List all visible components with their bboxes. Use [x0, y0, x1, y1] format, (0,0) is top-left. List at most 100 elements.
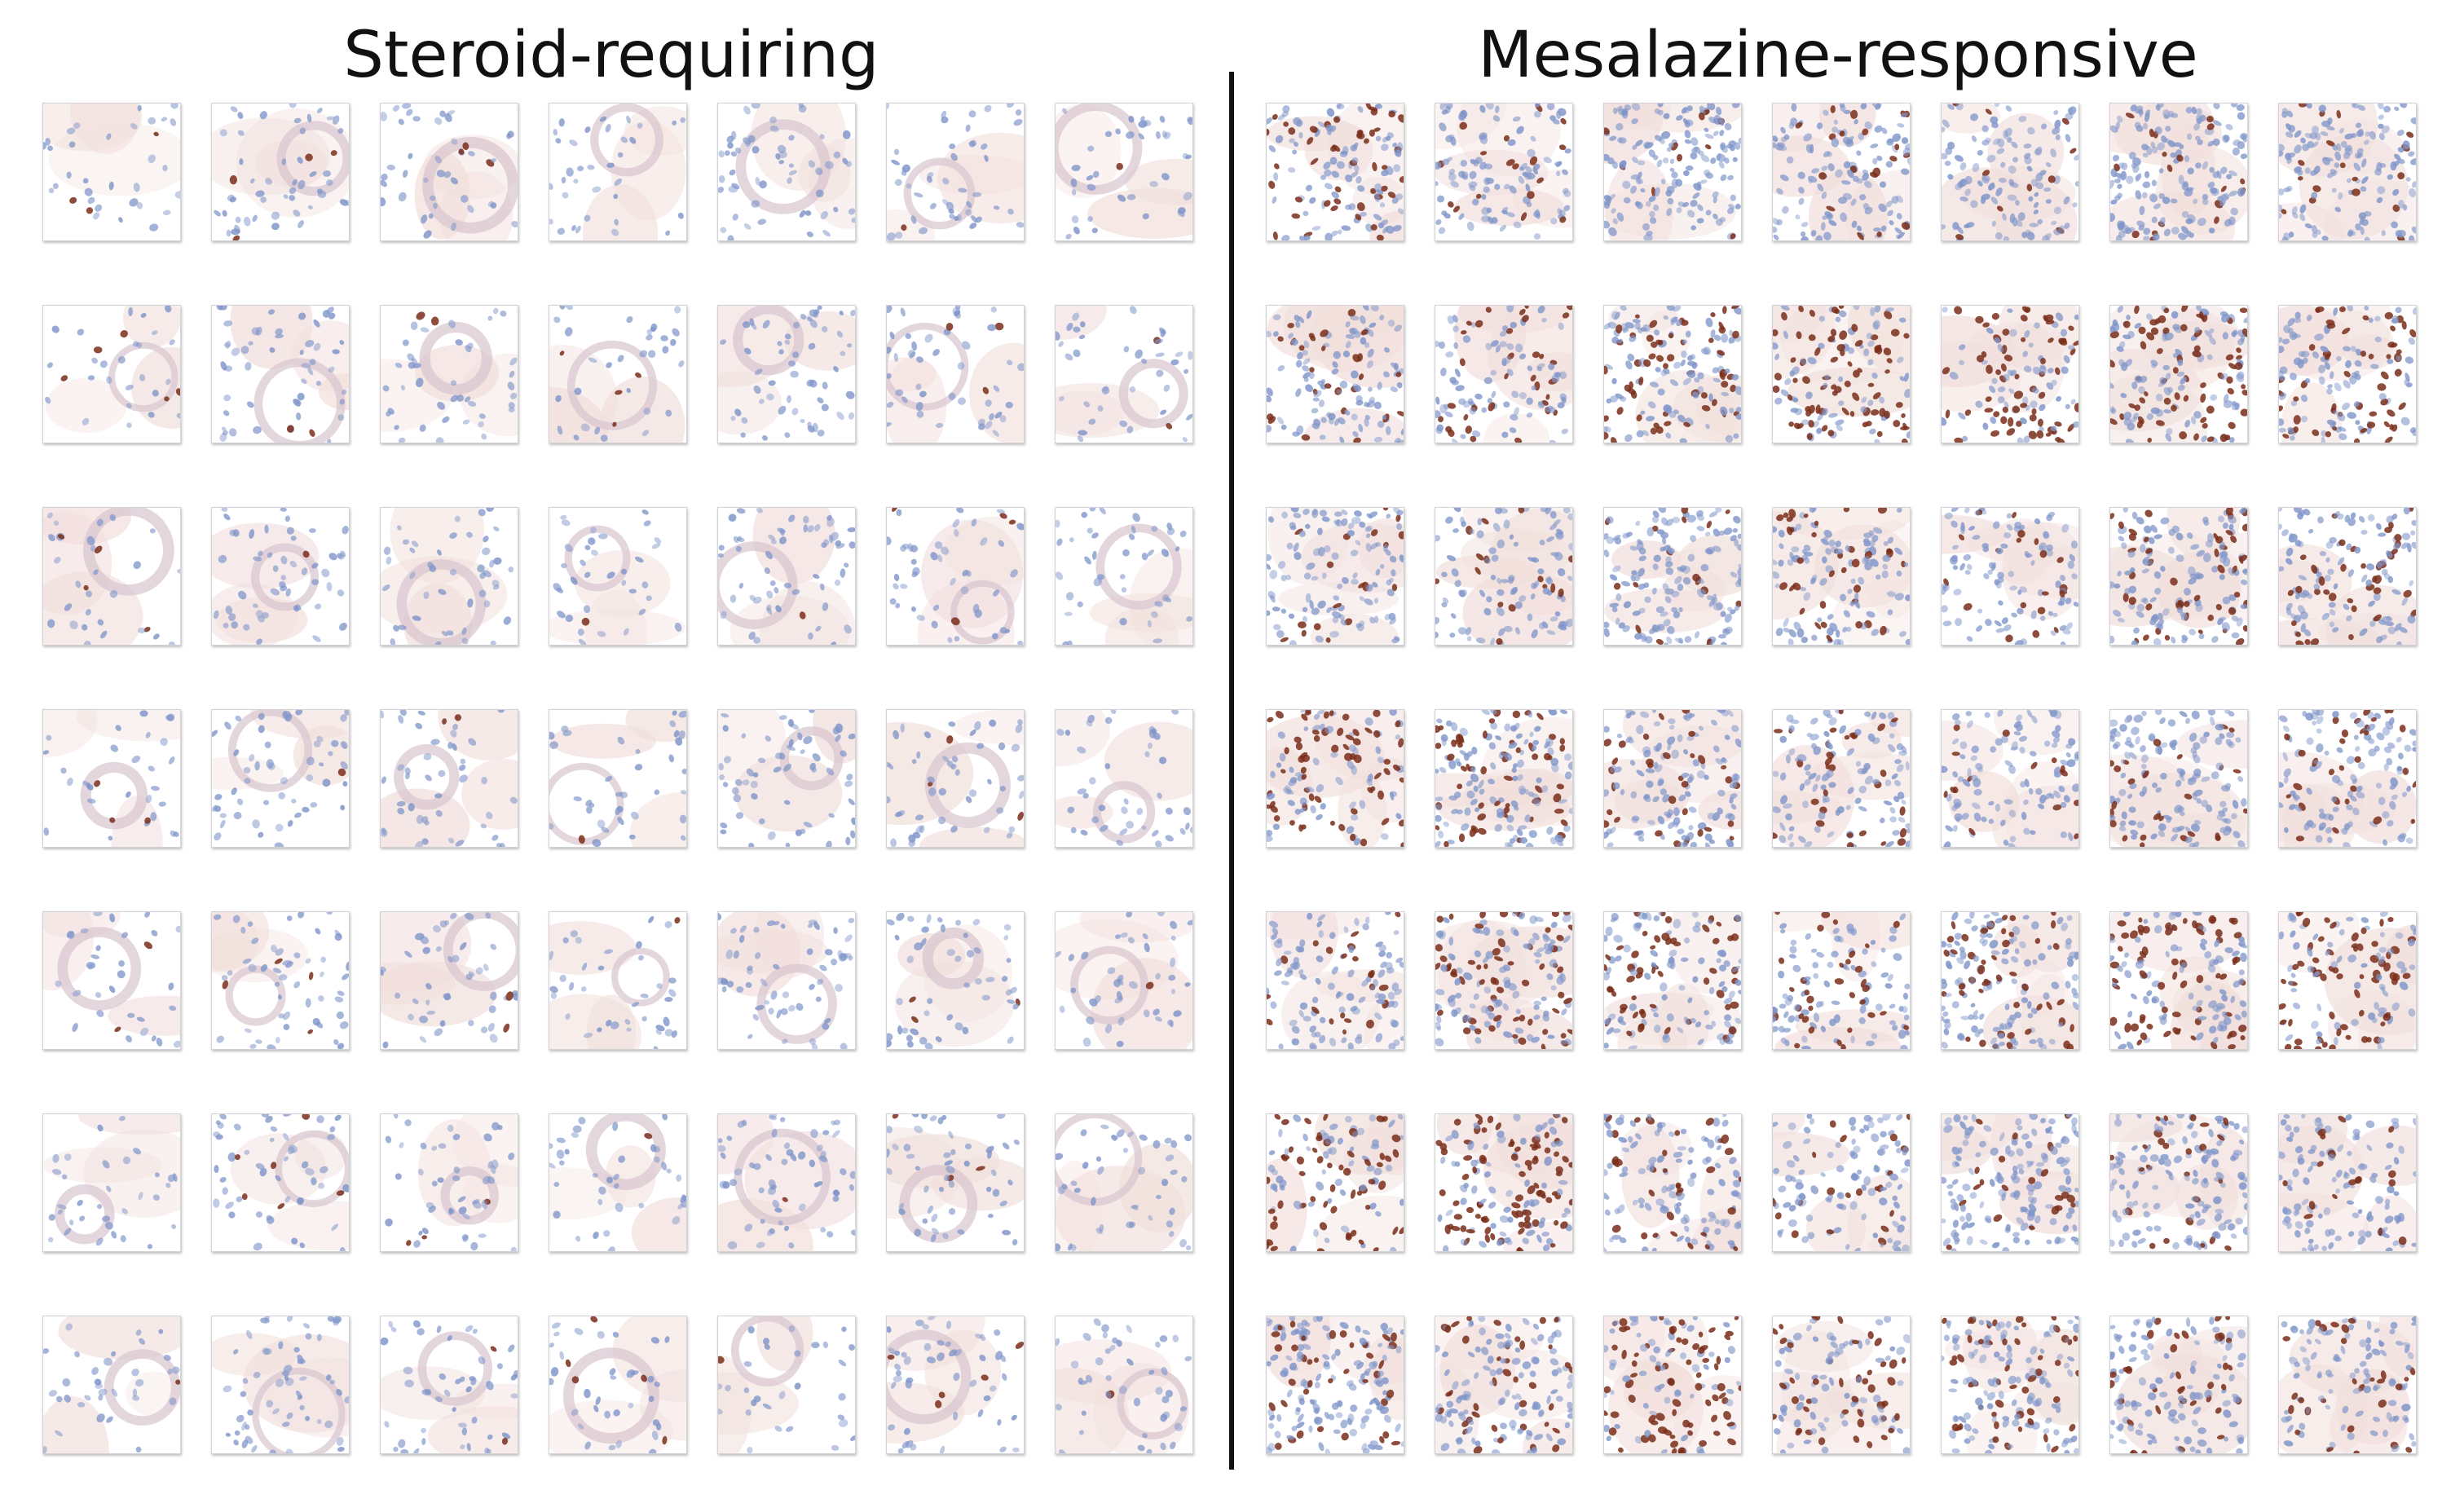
tissue-tile-steroid-r6-c1 — [42, 1113, 181, 1252]
tissue-tile-steroid-r3-c4 — [549, 507, 687, 646]
tissue-tile-steroid-r3-c3 — [380, 507, 518, 646]
panel-title-mesalazine-responsive: Mesalazine-responsive — [1478, 19, 2198, 92]
tissue-tile-steroid-r1-c1 — [42, 103, 181, 241]
tissue-tile-mesalazine-r4-c6 — [2109, 709, 2248, 848]
tissue-tile-steroid-r7-c5 — [717, 1316, 856, 1454]
tissue-tile-mesalazine-r5-c2 — [1435, 911, 1573, 1050]
tissue-tile-mesalazine-r1-c3 — [1603, 103, 1742, 241]
tissue-tile-steroid-r6-c7 — [1055, 1113, 1193, 1252]
tissue-tile-steroid-r1-c7 — [1055, 103, 1193, 241]
tissue-tile-steroid-r4-c4 — [549, 709, 687, 848]
tissue-tile-steroid-r2-c6 — [886, 305, 1025, 443]
panel-divider — [1229, 72, 1234, 1470]
tissue-tile-steroid-r5-c2 — [211, 911, 350, 1050]
tissue-tile-mesalazine-r6-c6 — [2109, 1113, 2248, 1252]
tissue-tile-mesalazine-r2-c4 — [1772, 305, 1911, 443]
tissue-tile-mesalazine-r2-c2 — [1435, 305, 1573, 443]
tissue-tile-mesalazine-r4-c3 — [1603, 709, 1742, 848]
tissue-tile-mesalazine-r5-c3 — [1603, 911, 1742, 1050]
tissue-tile-steroid-r2-c1 — [42, 305, 181, 443]
tissue-tile-steroid-r7-c3 — [380, 1316, 518, 1454]
tissue-tile-mesalazine-r5-c5 — [1941, 911, 2079, 1050]
tissue-tile-mesalazine-r1-c7 — [2278, 103, 2417, 241]
tissue-tile-steroid-r1-c2 — [211, 103, 350, 241]
tissue-tile-mesalazine-r3-c1 — [1266, 507, 1404, 646]
tissue-tile-mesalazine-r5-c4 — [1772, 911, 1911, 1050]
tissue-tile-steroid-r5-c1 — [42, 911, 181, 1050]
tissue-tile-steroid-r6-c2 — [211, 1113, 350, 1252]
tissue-tile-mesalazine-r4-c4 — [1772, 709, 1911, 848]
tissue-tile-mesalazine-r2-c1 — [1266, 305, 1404, 443]
tissue-tile-mesalazine-r4-c1 — [1266, 709, 1404, 848]
tissue-tile-mesalazine-r6-c1 — [1266, 1113, 1404, 1252]
tissue-tile-mesalazine-r4-c5 — [1941, 709, 2079, 848]
tissue-tile-mesalazine-r6-c2 — [1435, 1113, 1573, 1252]
tissue-tile-mesalazine-r6-c5 — [1941, 1113, 2079, 1252]
tissue-tile-mesalazine-r3-c6 — [2109, 507, 2248, 646]
tissue-tile-mesalazine-r3-c5 — [1941, 507, 2079, 646]
tissue-tile-steroid-r6-c4 — [549, 1113, 687, 1252]
tissue-tile-steroid-r5-c6 — [886, 911, 1025, 1050]
tissue-tile-mesalazine-r2-c6 — [2109, 305, 2248, 443]
tissue-tile-mesalazine-r6-c4 — [1772, 1113, 1911, 1252]
tissue-tile-mesalazine-r6-c3 — [1603, 1113, 1742, 1252]
tissue-tile-mesalazine-r2-c3 — [1603, 305, 1742, 443]
panel-title-steroid-requiring: Steroid-requiring — [343, 19, 879, 92]
tissue-tile-steroid-r7-c6 — [886, 1316, 1025, 1454]
tissue-tile-steroid-r4-c7 — [1055, 709, 1193, 848]
tissue-tile-steroid-r7-c2 — [211, 1316, 350, 1454]
tissue-tile-steroid-r1-c4 — [549, 103, 687, 241]
tissue-tile-mesalazine-r1-c4 — [1772, 103, 1911, 241]
tissue-tile-steroid-r6-c5 — [717, 1113, 856, 1252]
tissue-tile-steroid-r1-c3 — [380, 103, 518, 241]
tissue-tile-mesalazine-r7-c1 — [1266, 1316, 1404, 1454]
tissue-tile-mesalazine-r6-c7 — [2278, 1113, 2417, 1252]
tissue-tile-mesalazine-r5-c1 — [1266, 911, 1404, 1050]
tissue-tile-mesalazine-r2-c5 — [1941, 305, 2079, 443]
tissue-tile-steroid-r5-c5 — [717, 911, 856, 1050]
tissue-tile-steroid-r4-c6 — [886, 709, 1025, 848]
tissue-tile-mesalazine-r7-c6 — [2109, 1316, 2248, 1454]
tissue-tile-steroid-r2-c3 — [380, 305, 518, 443]
tissue-tile-mesalazine-r3-c2 — [1435, 507, 1573, 646]
tissue-tile-mesalazine-r1-c2 — [1435, 103, 1573, 241]
tissue-tile-steroid-r6-c3 — [380, 1113, 518, 1252]
tissue-tile-mesalazine-r5-c6 — [2109, 911, 2248, 1050]
tissue-tile-mesalazine-r3-c3 — [1603, 507, 1742, 646]
tissue-tile-mesalazine-r1-c1 — [1266, 103, 1404, 241]
tissue-tile-steroid-r2-c5 — [717, 305, 856, 443]
tissue-tile-steroid-r7-c1 — [42, 1316, 181, 1454]
tissue-tile-steroid-r3-c7 — [1055, 507, 1193, 646]
tissue-tile-steroid-r6-c6 — [886, 1113, 1025, 1252]
tissue-tile-mesalazine-r1-c6 — [2109, 103, 2248, 241]
tissue-tile-steroid-r4-c3 — [380, 709, 518, 848]
tissue-tile-mesalazine-r3-c4 — [1772, 507, 1911, 646]
tissue-tile-steroid-r2-c4 — [549, 305, 687, 443]
tissue-tile-mesalazine-r7-c4 — [1772, 1316, 1911, 1454]
tissue-tile-steroid-r5-c7 — [1055, 911, 1193, 1050]
tissue-tile-steroid-r5-c4 — [549, 911, 687, 1050]
tissue-tile-mesalazine-r7-c3 — [1603, 1316, 1742, 1454]
tissue-tile-steroid-r1-c6 — [886, 103, 1025, 241]
tissue-tile-steroid-r3-c6 — [886, 507, 1025, 646]
tissue-tile-mesalazine-r4-c7 — [2278, 709, 2417, 848]
tissue-tile-mesalazine-r7-c2 — [1435, 1316, 1573, 1454]
tissue-tile-mesalazine-r3-c7 — [2278, 507, 2417, 646]
tissue-tile-steroid-r3-c1 — [42, 507, 181, 646]
tissue-tile-steroid-r4-c1 — [42, 709, 181, 848]
tissue-tile-mesalazine-r2-c7 — [2278, 305, 2417, 443]
tissue-tile-steroid-r3-c5 — [717, 507, 856, 646]
tissue-tile-steroid-r4-c2 — [211, 709, 350, 848]
tissue-tile-steroid-r7-c7 — [1055, 1316, 1193, 1454]
tissue-tile-steroid-r5-c3 — [380, 911, 518, 1050]
tissue-tile-steroid-r3-c2 — [211, 507, 350, 646]
tissue-tile-mesalazine-r1-c5 — [1941, 103, 2079, 241]
tissue-tile-mesalazine-r5-c7 — [2278, 911, 2417, 1050]
tissue-tile-mesalazine-r4-c2 — [1435, 709, 1573, 848]
tissue-tile-mesalazine-r7-c7 — [2278, 1316, 2417, 1454]
tissue-tile-mesalazine-r7-c5 — [1941, 1316, 2079, 1454]
tissue-tile-steroid-r7-c4 — [549, 1316, 687, 1454]
tissue-tile-steroid-r1-c5 — [717, 103, 856, 241]
tissue-tile-steroid-r2-c7 — [1055, 305, 1193, 443]
tissue-tile-steroid-r4-c5 — [717, 709, 856, 848]
